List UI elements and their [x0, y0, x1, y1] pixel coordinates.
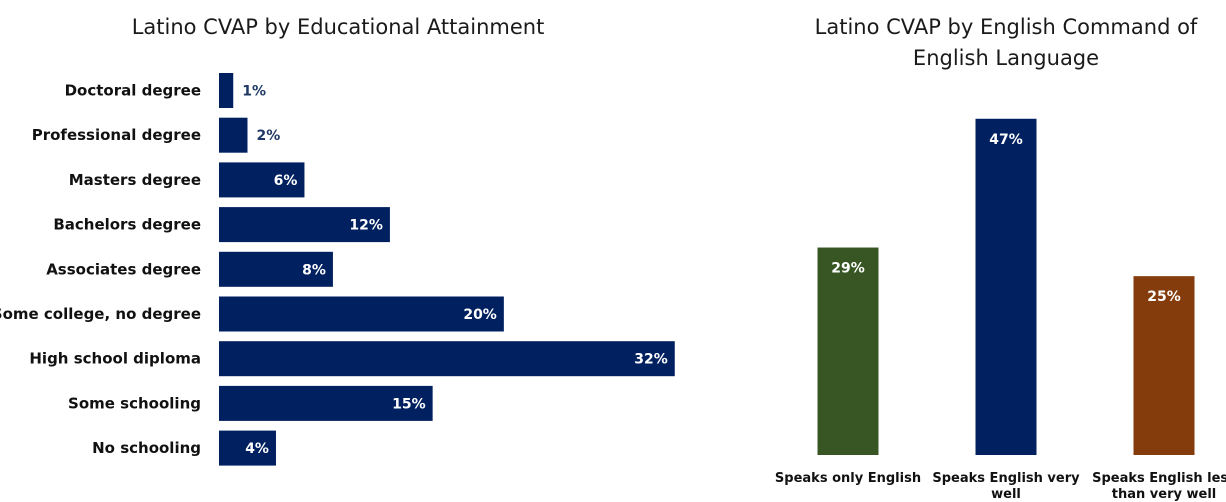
category-label: Some schooling [68, 394, 201, 412]
bar [817, 247, 879, 455]
data-label: 15% [392, 396, 426, 412]
bar [219, 162, 305, 198]
data-label: 6% [274, 173, 298, 189]
chart-education: Latino CVAP by Educational Attainment Doc… [0, 15, 675, 466]
data-label: 25% [1147, 289, 1181, 305]
bar [219, 341, 675, 377]
data-label: 12% [349, 218, 383, 234]
category-label: Speaks English very [932, 471, 1080, 486]
bar [219, 73, 234, 108]
chart-title-line: English Language [913, 46, 1099, 70]
bar [219, 385, 433, 421]
data-label: 20% [463, 307, 497, 323]
category-label: Associates degree [46, 260, 201, 278]
bar [219, 117, 248, 153]
bar [219, 251, 333, 287]
bar [219, 430, 276, 466]
category-label: well [991, 487, 1021, 502]
category-label: Doctoral degree [65, 82, 201, 100]
data-label: 1% [242, 84, 266, 100]
chart-title: Latino CVAP by Educational Attainment [132, 15, 545, 39]
data-label: 32% [634, 352, 668, 368]
category-label: No schooling [92, 439, 201, 457]
bar [219, 296, 504, 332]
category-label: High school diploma [29, 350, 201, 368]
bar [1133, 276, 1195, 455]
chart-english-command: Latino CVAP by English Command of English… [775, 15, 1226, 502]
data-label: 2% [256, 128, 280, 144]
category-label: Masters degree [69, 171, 201, 189]
category-label: than very well [1112, 487, 1216, 502]
data-label: 4% [245, 441, 269, 457]
data-label: 29% [831, 261, 865, 277]
data-label: 8% [302, 262, 326, 278]
chart-title-line: Latino CVAP by English Command of [815, 15, 1198, 39]
category-label: Professional degree [32, 126, 201, 144]
category-label: Some college, no degree [0, 305, 201, 323]
bar [219, 207, 390, 243]
category-label: Speaks only English [775, 471, 921, 486]
data-label: 47% [989, 132, 1023, 148]
bar [975, 118, 1037, 456]
category-label: Speaks English less [1092, 471, 1226, 486]
category-label: Bachelors degree [53, 216, 201, 234]
